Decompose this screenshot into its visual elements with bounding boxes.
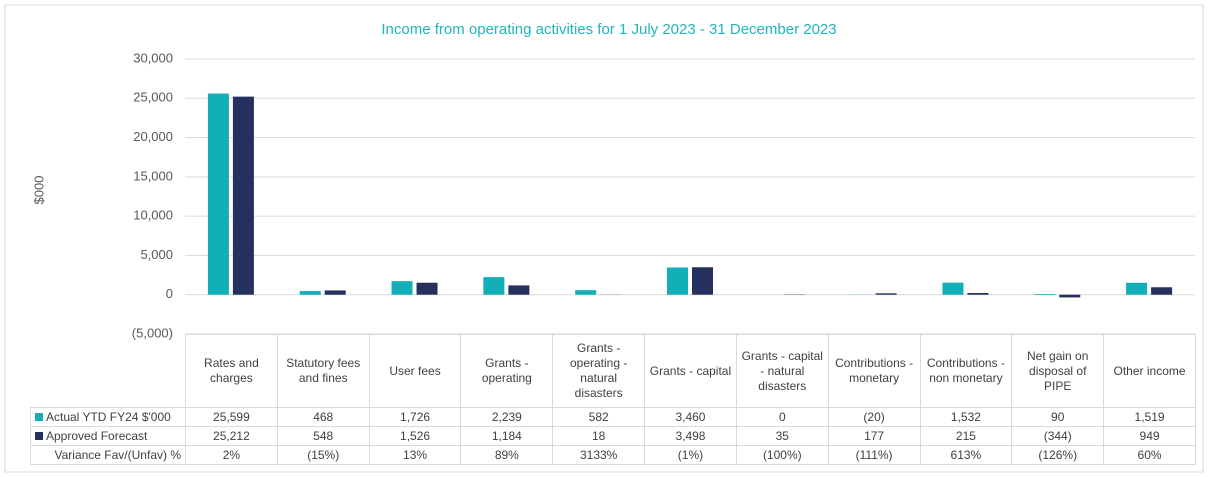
bar — [1059, 294, 1081, 298]
category-label: User fees — [368, 334, 462, 408]
table-cell: 1,526 — [368, 426, 462, 446]
category-label: Net gain on disposal of PIPE — [1011, 334, 1105, 408]
bar — [575, 290, 597, 295]
table-cell: (15%) — [276, 445, 370, 465]
chart-border — [4, 4, 1204, 473]
table-cell: 3133% — [552, 445, 646, 465]
table-row: Variance Fav/(Unfav) % 2% (15%) 13% 89% 3133%… — [30, 445, 1196, 465]
category-label: Grants - capital - natural disasters — [735, 334, 829, 408]
table-cell: 548 — [276, 426, 370, 446]
table-cell: 13% — [368, 445, 462, 465]
table-cell: (111%) — [827, 445, 921, 465]
category-label: Rates and charges — [185, 334, 278, 408]
bar — [391, 281, 413, 295]
y-axis-label: $000 — [31, 176, 46, 205]
bar — [483, 277, 505, 295]
table-cell: 949 — [1103, 426, 1196, 446]
legend-label: Actual YTD FY24 $'000 — [46, 409, 171, 424]
table-cell: 3,498 — [644, 426, 737, 446]
table-cell: (1%) — [644, 445, 737, 465]
legend-swatch — [35, 431, 43, 440]
table-cell: 60% — [1103, 445, 1196, 465]
table-row: Actual YTD FY24 $'000 25,599 468 1,726 2,239… — [30, 407, 1196, 427]
bar — [875, 293, 897, 295]
table-header-row: Rates and charges Statutory fees and fine… — [30, 334, 1196, 408]
table-cell: (344) — [1011, 426, 1105, 446]
table-cell: 1,184 — [460, 426, 554, 446]
category-label: Grants - capital — [644, 334, 737, 408]
table-cell: 35 — [735, 426, 829, 446]
category-label: Other income — [1103, 334, 1196, 408]
y-tick-label: 30,000 — [133, 50, 173, 65]
table-cell: 3,460 — [644, 407, 737, 427]
bar — [324, 290, 346, 295]
table-cell: 2,239 — [460, 407, 554, 427]
table-cell: 90 — [1011, 407, 1105, 427]
legend-entry: Approved Forecast — [30, 426, 186, 446]
bar — [942, 282, 964, 295]
bar — [667, 267, 688, 295]
y-tick-label: 5,000 — [140, 247, 173, 262]
bar — [207, 93, 229, 295]
row-label: Variance Fav/(Unfav) % — [30, 445, 186, 465]
bar — [1034, 294, 1056, 295]
table-cell: 18 — [552, 426, 646, 446]
bar — [299, 291, 321, 295]
table-cell: 582 — [552, 407, 646, 427]
bar — [416, 282, 438, 295]
table-row: Approved Forecast 25,212 548 1,526 1,184 18 3,… — [30, 426, 1196, 446]
table-cell: 25,212 — [185, 426, 278, 446]
table-cell: (20) — [827, 407, 921, 427]
category-label: Contributions - monetary — [827, 334, 921, 408]
legend-entry: Actual YTD FY24 $'000 — [30, 407, 186, 427]
category-label: Grants - operating — [460, 334, 554, 408]
category-label: Grants - operating - natural disasters — [552, 334, 646, 408]
table-cell: 2% — [185, 445, 278, 465]
table-cell: 215 — [919, 426, 1013, 446]
table-corner — [30, 334, 186, 408]
bar — [508, 285, 530, 295]
table-cell: 1,532 — [919, 407, 1013, 427]
y-tick-label: 25,000 — [133, 90, 173, 105]
chart-title: Income from operating activities for 1 J… — [381, 21, 836, 38]
table-cell: (100%) — [735, 445, 829, 465]
table-cell: 613% — [919, 445, 1013, 465]
legend-swatch — [35, 412, 43, 421]
category-label: Statutory fees and fines — [276, 334, 370, 408]
bar — [692, 267, 713, 295]
bar — [967, 293, 989, 295]
legend-label: Approved Forecast — [46, 428, 148, 443]
table-cell: 1,519 — [1103, 407, 1196, 427]
bar — [1151, 287, 1173, 295]
y-tick-label: 20,000 — [133, 129, 173, 144]
bar — [232, 96, 254, 295]
y-tick-label: 15,000 — [133, 168, 173, 183]
category-label: Contributions - non monetary — [919, 334, 1013, 408]
bar — [1126, 282, 1148, 295]
table-cell: 0 — [735, 407, 829, 427]
y-tick-label: 10,000 — [133, 208, 173, 223]
table-cell: 1,726 — [368, 407, 462, 427]
table-cell: (126%) — [1011, 445, 1105, 465]
table-cell: 89% — [460, 445, 554, 465]
y-tick-label: 0 — [166, 286, 173, 301]
data-table: Rates and charges Statutory fees and fine… — [30, 334, 1196, 465]
table-cell: 25,599 — [185, 407, 278, 427]
table-cell: 468 — [276, 407, 370, 427]
table-cell: 177 — [827, 426, 921, 446]
